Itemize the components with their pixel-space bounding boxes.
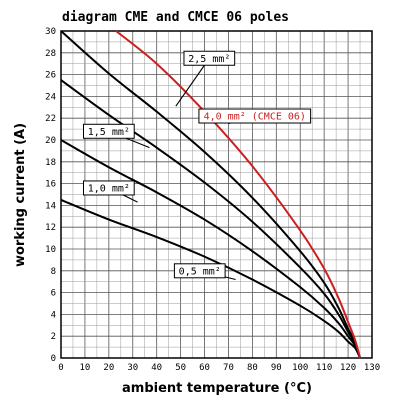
chart-annotations: 2,5 mm² 4,0 mm² (CMCE 06) 1,5 mm² 1,0 mm² 0,… [82,50,312,281]
x-tick-label: 130 [364,363,380,373]
y-tick-label: 14 [45,201,56,211]
x-tick-label: 50 [175,363,186,373]
series-line [60,30,361,359]
annotation-box [82,123,135,139]
annotation-label: 2,5 mm² [188,54,230,65]
x-axis-label: ambient temperature (°C) [122,381,312,396]
x-tick-label: 0 [58,363,63,373]
x-tick-label: 30 [127,363,138,373]
y-tick-label: 0 [51,354,56,364]
y-tick-label: 6 [51,289,56,299]
annotation-label: 1,5 mm² [88,127,130,138]
y-tick-label: 30 [45,27,56,37]
x-tick-label: 90 [271,363,282,373]
annotation-label: 1,0 mm² [88,183,130,194]
series-line [60,199,361,359]
y-tick-label: 4 [51,310,56,320]
y-tick-label: 22 [45,114,56,124]
chart-axes: 0 10 20 30 40 50 60 70 80 90 100 110 120 130024681012… [45,27,380,373]
chart-series [60,30,362,359]
y-tick-label: 8 [51,267,56,277]
annotation-label: 4,0 mm² (CMCE 06) [204,112,306,123]
annotation-box [173,263,226,279]
x-tick-label: 60 [199,363,210,373]
y-tick-label: 10 [45,245,56,255]
y-tick-label: 2 [51,332,56,342]
x-tick-label: 70 [223,363,234,373]
series-line [60,139,361,359]
annotation-box [183,50,236,66]
x-tick-label: 20 [103,363,114,373]
annotation-label: 0,5 mm² [179,266,221,277]
chart-title: diagram CME and CMCE 06 poles [62,10,289,25]
annotation-box [198,108,312,124]
y-axis-label: working current (A) [13,123,28,267]
y-tick-label: 26 [45,71,56,81]
plot-frame [60,30,373,359]
x-tick-label: 10 [80,363,91,373]
y-tick-label: 18 [45,158,56,168]
annotation-leader [175,57,210,107]
annotation-box [82,180,135,196]
y-tick-label: 12 [45,223,56,233]
series-line [115,30,362,359]
y-tick-label: 28 [45,49,56,59]
y-tick-label: 24 [45,92,56,102]
y-tick-label: 20 [45,136,56,146]
x-tick-label: 110 [316,363,332,373]
x-tick-label: 120 [340,363,356,373]
y-tick-label: 16 [45,180,56,190]
x-tick-label: 40 [151,363,162,373]
series-line [60,79,361,359]
x-tick-label: 80 [247,363,258,373]
chart-grid [60,30,373,359]
x-tick-label: 100 [292,363,308,373]
